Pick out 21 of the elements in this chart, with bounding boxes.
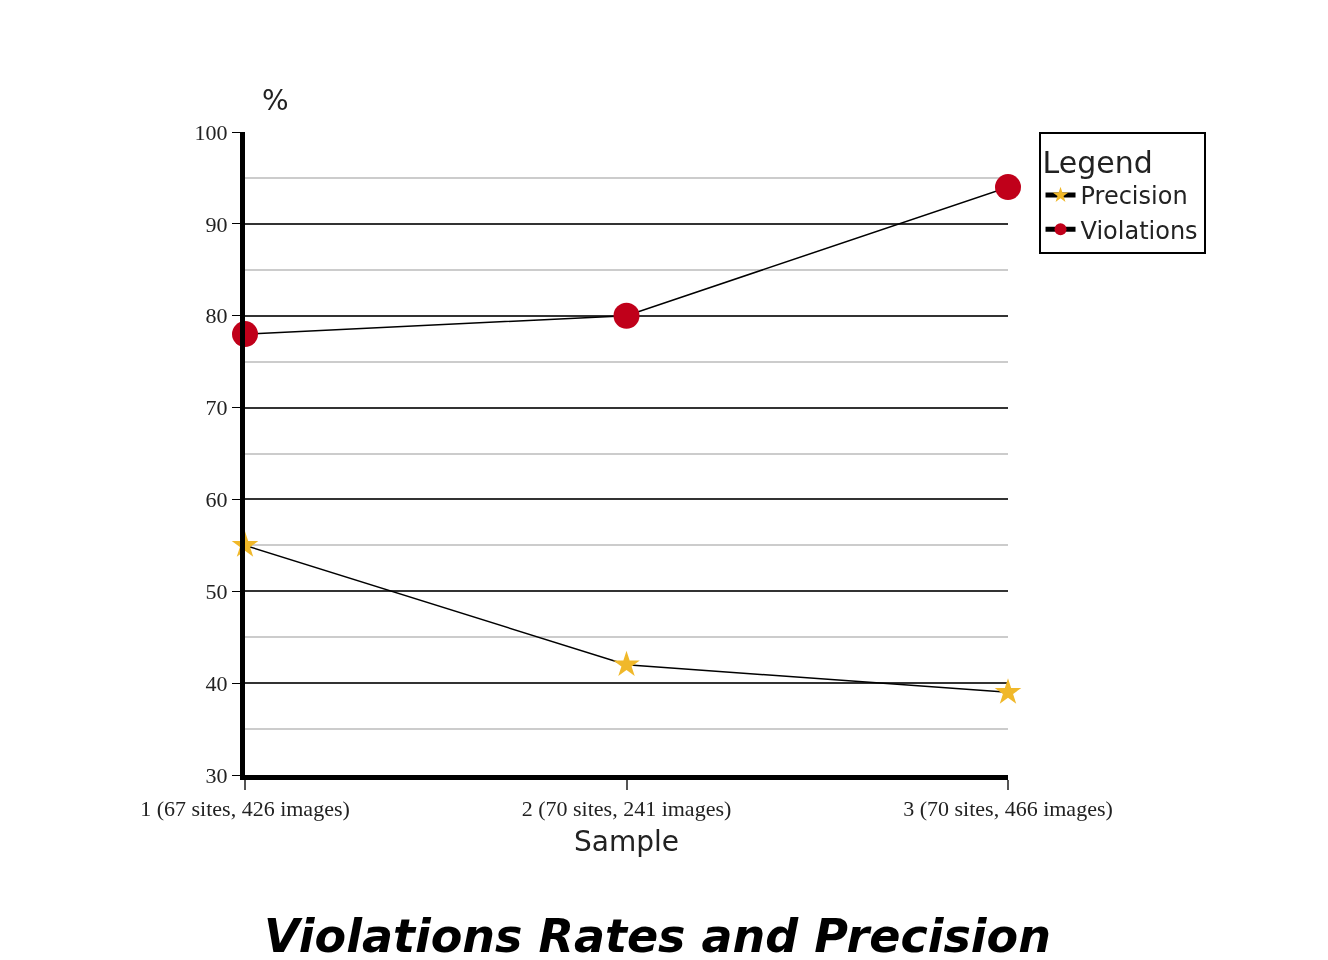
legend-title: Legend <box>1042 145 1153 180</box>
x-tick-label: 1 (67 sites, 426 images) <box>140 796 350 822</box>
legend-label: Violations <box>1080 216 1198 245</box>
y-axis-title: % <box>262 84 289 117</box>
y-tick-label: 30 <box>205 762 228 788</box>
y-tick-label: 50 <box>205 578 228 604</box>
point <box>994 678 1022 704</box>
legend-label: Precision <box>1080 182 1188 211</box>
y-tick-label: 60 <box>205 487 228 513</box>
text: Violations Rates and Precision <box>264 909 1051 960</box>
x-tick-label: 2 (70 sites, 241 images) <box>521 796 732 822</box>
x-tick-label: 3 (70 sites, 466 images) <box>903 796 1113 822</box>
point <box>613 650 640 677</box>
y-tick-label: 100 <box>194 119 228 145</box>
point <box>995 174 1021 201</box>
x-axis-title: Sample <box>574 824 679 858</box>
y-tick-label: 80 <box>205 303 228 329</box>
y-tick-label: 40 <box>205 670 228 696</box>
y-tick-label: 70 <box>205 395 228 421</box>
y-tick-label: 90 <box>205 211 228 237</box>
point <box>613 302 640 329</box>
